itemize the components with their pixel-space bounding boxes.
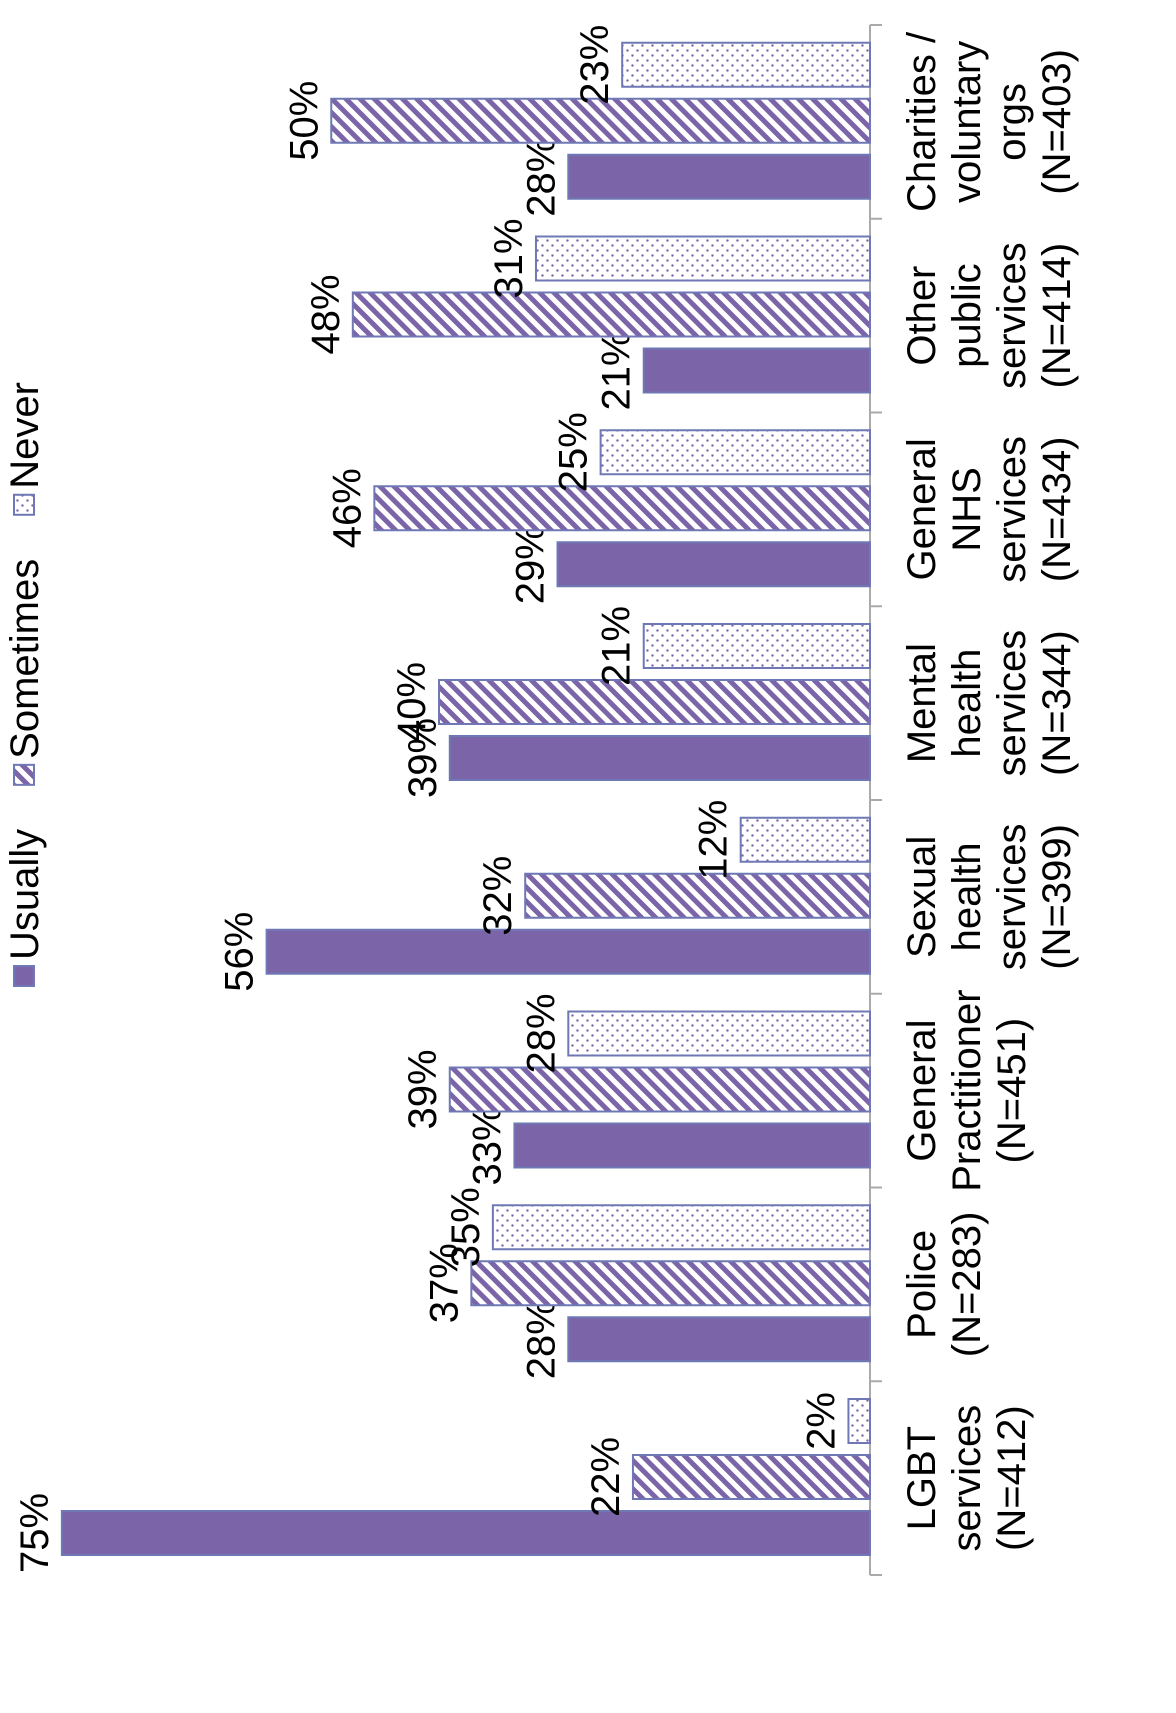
x-tick-label: Charities / [900,31,944,212]
data-label: 48% [304,274,348,354]
bar [330,97,871,144]
data-label: 2% [799,1392,843,1450]
x-tick-label: (N=399) [1035,824,1079,970]
bar [60,1510,871,1556]
bar [567,1316,871,1363]
x-tick-label: General [900,438,944,580]
data-label: 32% [476,856,520,936]
data-label: 40% [390,662,434,742]
legend-label: Sometimes [3,559,47,759]
bar [556,541,872,588]
data-label: 39% [401,1049,445,1129]
bar [351,291,871,338]
x-tick-label: LGBT [900,1426,944,1530]
data-label: 21% [595,330,639,410]
x-tick-label: services [945,1405,989,1552]
data-label: 28% [519,1299,563,1379]
x-tick-label: Other [900,266,944,366]
data-label: 46% [325,468,369,548]
bar [642,623,871,669]
bar [373,485,871,532]
x-tick-label: General [900,1019,944,1161]
bar [599,429,871,476]
bar [631,1454,872,1500]
bar [524,872,871,919]
x-tick-label: (N=414) [1035,243,1079,389]
bar [448,735,871,781]
bar [491,1204,871,1251]
bar [470,1260,871,1307]
data-label: 33% [465,1105,509,1185]
data-label: 50% [282,81,326,161]
x-tick-label: voluntary [945,41,989,203]
data-label: 35% [444,1187,488,1267]
x-tick-label: orgs [990,83,1034,161]
bar [448,1066,871,1113]
x-tick-label: health [945,649,989,758]
legend-swatch [13,493,35,516]
legend-label: Usually [3,829,47,960]
x-tick-label: Police [900,1230,944,1339]
x-tick-label: services [990,824,1034,971]
bar [534,235,871,282]
data-label: 29% [509,524,553,604]
legend-swatch [13,965,35,987]
x-tick-label: services [990,436,1034,583]
x-tick-label: (N=283) [945,1212,989,1358]
x-tick-label: NHS [945,467,989,551]
x-tick-label: public [945,263,989,368]
data-label: 28% [519,137,563,217]
data-label: 56% [218,912,262,992]
x-tick-label: services [990,242,1034,389]
data-label: 31% [487,218,531,298]
bar [847,1398,872,1444]
bar [438,679,871,725]
bar [642,347,871,394]
x-tick-label: Sexual [900,836,944,958]
legend-swatch [13,763,35,786]
bar [567,153,871,200]
x-tick-label: health [945,842,989,951]
x-tick-label: (N=344) [1035,630,1079,776]
data-label: 39% [401,718,445,798]
data-label: 25% [552,412,596,492]
bar [621,41,871,88]
data-label: 75% [13,1493,57,1573]
x-tick-label: (N=403) [1035,49,1079,195]
bar [739,816,872,863]
data-label: 28% [519,993,563,1073]
data-label: 22% [584,1437,628,1517]
x-tick-label: (N=434) [1035,437,1079,583]
data-label: 23% [573,25,617,105]
bar [265,928,872,975]
bar [513,1122,871,1169]
x-tick-label: (N=451) [990,1018,1034,1164]
legend-label: Never [3,382,47,489]
x-tick-label: services [990,630,1034,777]
bar [567,1010,871,1057]
data-label: 37% [422,1243,466,1323]
data-label: 12% [692,800,736,880]
data-label: 21% [595,606,639,686]
x-tick-label: Mental [900,643,944,763]
plot: LGBT services (N=412)75%22%2%Police (N=283)… [3,24,1079,1576]
x-tick-label: Practitioner [945,989,989,1191]
x-tick-label: (N=412) [990,1405,1034,1551]
